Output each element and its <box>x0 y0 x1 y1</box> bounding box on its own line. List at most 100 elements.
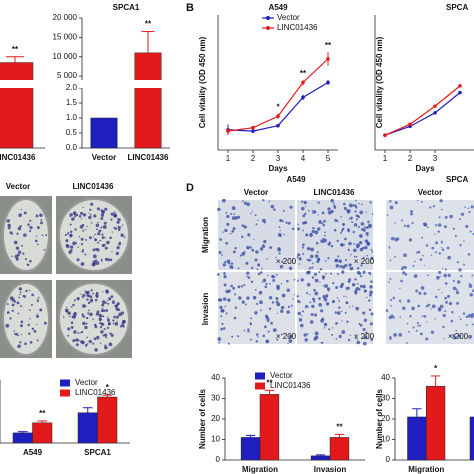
cell <box>232 227 236 231</box>
cell <box>360 222 365 226</box>
cell <box>256 333 259 336</box>
cell <box>92 254 97 259</box>
cell <box>362 311 366 315</box>
cell <box>313 272 318 276</box>
cell <box>400 268 404 271</box>
cell <box>20 324 23 328</box>
x-tick-label: 4 <box>301 154 306 163</box>
cell <box>254 311 258 315</box>
cell <box>90 222 93 224</box>
cell <box>35 314 40 318</box>
cell <box>423 315 427 318</box>
cell <box>86 336 88 339</box>
cell <box>250 212 252 215</box>
cell <box>19 341 22 344</box>
cell <box>217 337 222 341</box>
annotation: * <box>434 364 438 373</box>
panel-label: D <box>186 182 194 194</box>
cell <box>85 228 87 230</box>
cell <box>101 210 105 214</box>
cell <box>354 337 357 339</box>
cell <box>240 285 243 288</box>
cell <box>255 340 258 343</box>
cell <box>297 227 301 231</box>
cell <box>310 247 314 252</box>
cell <box>267 274 269 276</box>
cell <box>120 311 125 315</box>
cell <box>222 263 226 267</box>
cell <box>82 206 84 209</box>
cell <box>417 324 420 327</box>
cell <box>439 199 443 203</box>
cell <box>43 321 47 325</box>
cell <box>305 233 309 237</box>
cell <box>359 275 362 278</box>
cell <box>224 228 228 233</box>
cell <box>101 303 105 307</box>
cell <box>416 251 419 254</box>
bar <box>0 62 34 149</box>
cell <box>356 283 359 285</box>
cell <box>300 278 304 282</box>
cell <box>389 336 392 340</box>
cell <box>347 338 351 342</box>
cell <box>352 305 354 307</box>
cell <box>91 298 93 300</box>
cell <box>283 234 285 236</box>
cell <box>17 312 20 315</box>
cell <box>246 275 248 277</box>
cell <box>230 213 232 215</box>
cell <box>94 233 96 236</box>
cell <box>469 292 473 297</box>
cell <box>335 264 340 268</box>
cell <box>345 301 349 305</box>
cell <box>288 339 293 343</box>
cell <box>468 284 473 288</box>
cell <box>254 214 257 217</box>
cell <box>86 294 88 297</box>
cell <box>314 335 319 340</box>
cell <box>450 319 454 323</box>
cell <box>449 214 453 219</box>
cell <box>243 329 246 332</box>
cell <box>291 305 293 307</box>
y-tick-label: 40 <box>381 373 390 382</box>
cell <box>87 301 91 305</box>
cell <box>306 282 311 287</box>
cell <box>276 338 279 341</box>
cell <box>297 311 301 316</box>
cell <box>31 293 34 297</box>
cell <box>96 335 100 340</box>
cell <box>102 243 106 247</box>
cell <box>394 201 398 205</box>
cell <box>85 322 88 325</box>
point <box>326 57 330 61</box>
cell <box>100 226 103 229</box>
cell <box>225 312 228 315</box>
cell <box>81 304 86 308</box>
bar <box>12 432 33 444</box>
cell <box>116 320 118 322</box>
cell <box>100 330 104 334</box>
cell <box>96 207 100 211</box>
cell <box>234 293 237 296</box>
cell <box>115 307 119 311</box>
cell <box>330 198 334 203</box>
cell <box>67 232 70 235</box>
x-tick-label: Migration <box>242 465 278 474</box>
cell <box>306 270 310 275</box>
cell <box>413 260 416 263</box>
cell <box>67 334 70 337</box>
cell <box>364 239 369 243</box>
cell <box>471 312 474 317</box>
cell <box>349 306 351 308</box>
cell <box>88 339 92 344</box>
cell <box>279 218 283 223</box>
cell <box>399 316 402 318</box>
cell <box>80 262 85 266</box>
cell <box>245 261 249 265</box>
cell <box>263 325 267 329</box>
cell <box>269 246 273 249</box>
cell <box>448 295 450 297</box>
cell <box>322 238 325 241</box>
